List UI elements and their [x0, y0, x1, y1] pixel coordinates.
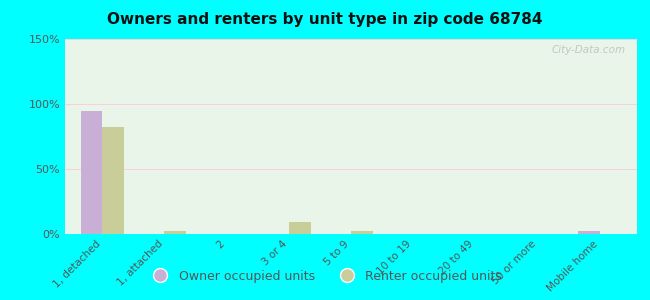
Text: City-Data.com: City-Data.com: [551, 45, 625, 55]
Bar: [81, 110, 102, 234]
Legend: Owner occupied units, Renter occupied units: Owner occupied units, Renter occupied un…: [143, 265, 507, 288]
Text: Owners and renters by unit type in zip code 68784: Owners and renters by unit type in zip c…: [107, 12, 543, 27]
Bar: [164, 231, 187, 234]
Bar: [289, 222, 311, 234]
Bar: [578, 231, 600, 234]
Bar: [351, 231, 372, 234]
Bar: [102, 128, 124, 234]
